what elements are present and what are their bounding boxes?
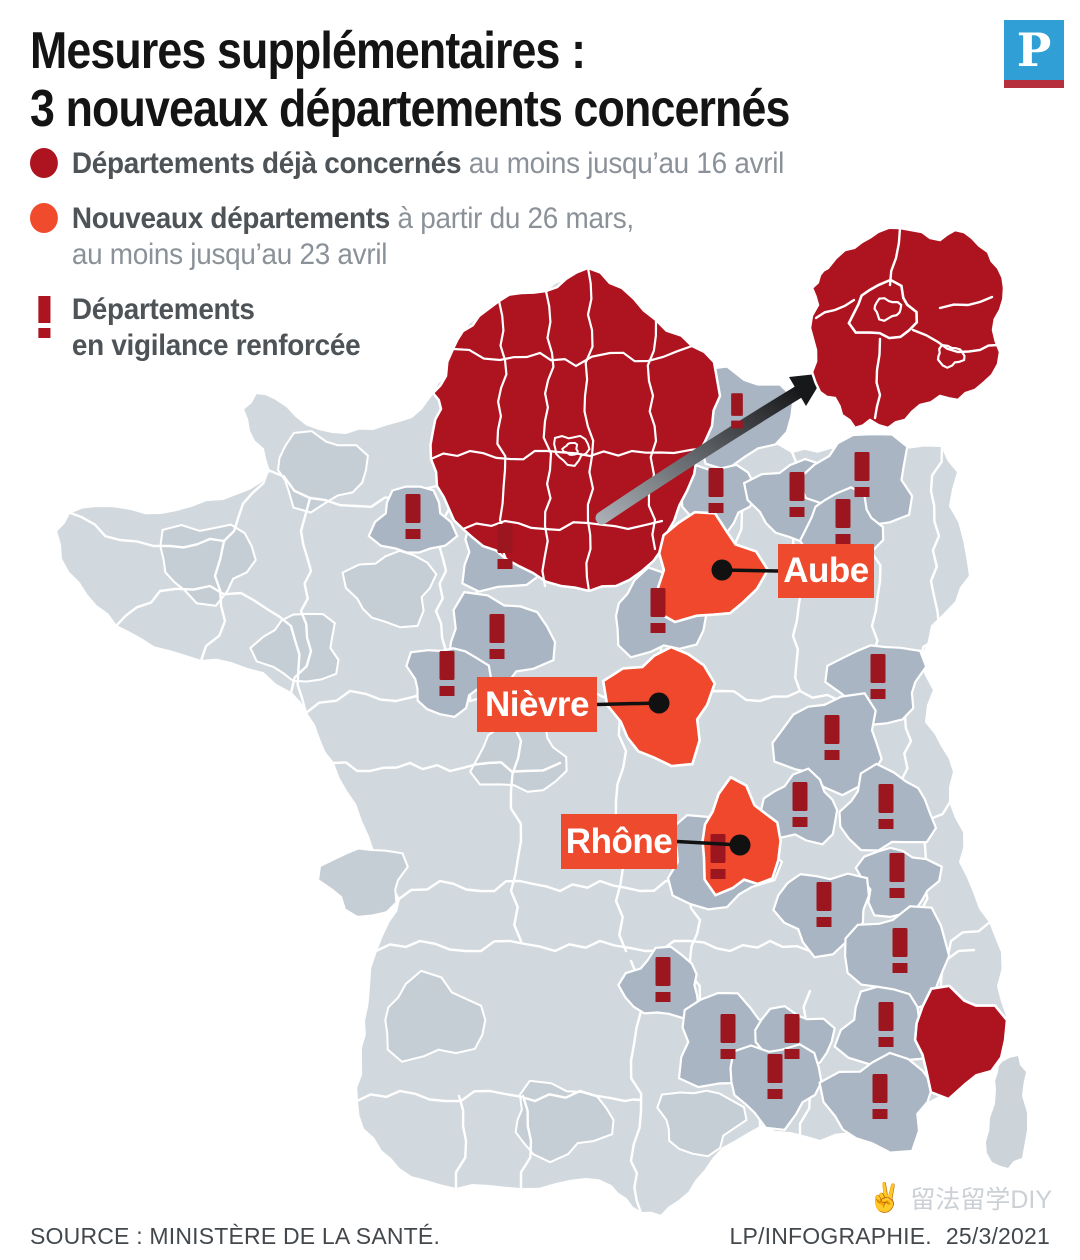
logo-underline bbox=[1004, 80, 1064, 88]
vigilance-mark bbox=[710, 834, 726, 879]
red-dot-icon bbox=[30, 148, 58, 178]
vigilance-mark bbox=[489, 614, 505, 659]
legend-item-new: Nouveaux départements à partir du 26 mar… bbox=[30, 201, 784, 274]
vigilance-mark bbox=[889, 853, 905, 898]
legend: Départements déjà concernés au moins jus… bbox=[30, 146, 784, 383]
vigilance-marks bbox=[405, 393, 908, 1119]
callout-dot bbox=[711, 559, 733, 581]
vigilance-mark bbox=[650, 588, 666, 633]
corsica bbox=[986, 1056, 1027, 1168]
credit-date: 25/3/2021 bbox=[945, 1223, 1050, 1249]
department-label-aube: Aube bbox=[778, 544, 874, 598]
vigilance-mark bbox=[789, 472, 805, 517]
legend-vigilance-line1: Départements bbox=[71, 292, 255, 326]
legend-vigilance-line2: en vigilance renforcée bbox=[71, 329, 361, 363]
vigilance-mark bbox=[835, 499, 851, 544]
victory-hand-icon: ✌ bbox=[867, 1182, 903, 1213]
page-title: Mesures supplémentaires : 3 nouveaux dép… bbox=[30, 22, 790, 139]
callout-dot bbox=[729, 834, 751, 856]
legend-already-rest: au moins jusqu’au 16 avril bbox=[468, 147, 785, 180]
legend-item-vigilance: Départements en vigilance renforcée bbox=[30, 292, 784, 365]
vigilance-mark bbox=[824, 715, 840, 760]
vigilance-mark bbox=[878, 1002, 894, 1047]
callout-dot bbox=[648, 692, 670, 714]
vigilance-mark bbox=[870, 654, 886, 699]
callout-connectors bbox=[596, 559, 779, 856]
vigilance-mark bbox=[497, 524, 513, 569]
legend-new-rest: à partir du 26 mars, bbox=[397, 201, 635, 235]
legend-already-bold: Départements déjà concernés bbox=[71, 147, 462, 180]
title-line-2: 3 nouveaux départements concernés bbox=[30, 80, 790, 139]
legend-item-already: Départements déjà concernés au moins jus… bbox=[30, 146, 784, 183]
legend-new-rest2: au moins jusqu’au 23 avril bbox=[71, 238, 388, 272]
vigilance-mark bbox=[878, 784, 894, 829]
logo-square: P bbox=[1004, 20, 1064, 80]
vigilance-mark bbox=[405, 494, 421, 539]
vigilance-mark bbox=[872, 1074, 888, 1119]
department-label-rhne: Rhône bbox=[561, 814, 677, 869]
red-department-southeast bbox=[913, 984, 1009, 1101]
watermark-text: 留法留学DIY bbox=[910, 1186, 1052, 1214]
vigilance-mark bbox=[720, 1014, 736, 1059]
footer: SOURCE : MINISTÈRE DE LA SANTÉ. LP/INFOG… bbox=[0, 1223, 1080, 1250]
vigilance-mark bbox=[854, 452, 870, 497]
vigilance-mark bbox=[655, 957, 671, 1002]
vigilance-mark bbox=[731, 393, 743, 429]
red-zone-north bbox=[429, 266, 722, 593]
vigilance-mark bbox=[439, 651, 455, 696]
credit-text: LP/INFOGRAPHIE. bbox=[729, 1223, 932, 1249]
watermark: ✌ 留法留学DIY bbox=[867, 1180, 1052, 1216]
le-parisien-logo: P bbox=[1004, 20, 1064, 88]
vigilance-mark bbox=[708, 468, 724, 513]
title-line-1: Mesures supplémentaires : bbox=[30, 22, 586, 80]
vigilance-mark bbox=[767, 1054, 783, 1099]
orange-dot-icon bbox=[30, 202, 58, 233]
vigilance-mark bbox=[784, 1014, 800, 1059]
exclamation-icon bbox=[30, 295, 58, 338]
source-text: SOURCE : MINISTÈRE DE LA SANTÉ. bbox=[30, 1223, 441, 1249]
orange-departments bbox=[601, 510, 1009, 1101]
idf-inset bbox=[808, 226, 1006, 430]
vigilance-mark bbox=[892, 928, 908, 973]
legend-new-bold: Nouveaux départements bbox=[71, 201, 391, 235]
vigilance-mark bbox=[816, 882, 832, 927]
vigilance-mark bbox=[792, 782, 808, 827]
logo-letter: P bbox=[1016, 23, 1052, 77]
department-label-nivre: Nièvre bbox=[477, 677, 597, 732]
